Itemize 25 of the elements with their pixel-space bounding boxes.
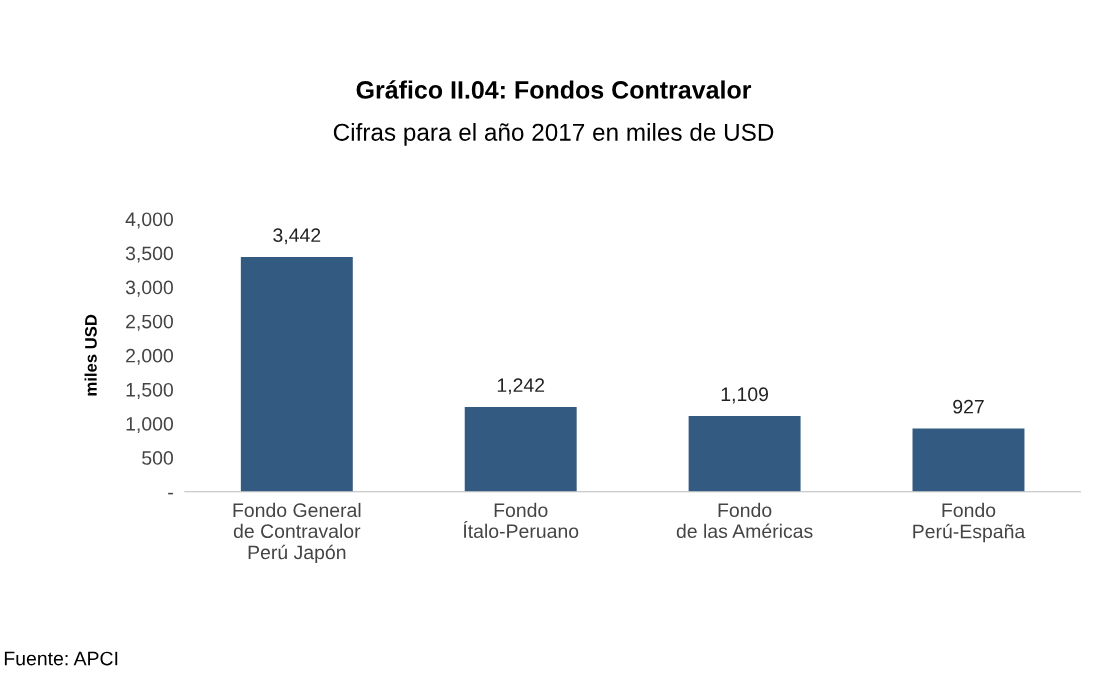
bar [240,256,353,492]
x-tick-label: Fondo General de Contravalor Perú Japón [233,502,361,564]
y-axis-title: miles USD [84,314,97,396]
bar [464,407,577,492]
y-tick-label: 1,500 [126,382,173,399]
data-label: 3,442 [273,228,321,245]
source-note: Fuente: APCI [4,651,118,666]
data-label: 1,109 [721,387,769,404]
y-tick-label: 1,000 [126,416,173,434]
bar [688,416,801,492]
data-label: 1,242 [497,378,545,395]
chart-title: Gráfico II.04: Fondos Contravalor [356,80,752,99]
chart-subtitle: Cifras para el año 2017 en miles de USD [333,123,774,146]
y-tick-label: 3,000 [125,280,173,297]
data-label: 927 [953,399,984,414]
x-tick-label: Fondo de las Américas [676,502,813,539]
y-tick-label: 2,500 [126,314,173,331]
y-tick-label: 500 [142,451,173,465]
bar [912,428,1025,492]
x-tick-label: Fondo Perú-España [913,502,1026,543]
y-tick-label: 4,000 [125,212,173,229]
y-tick-label: 2,000 [126,348,173,365]
y-tick-label: - [168,492,173,495]
y-tick-label: 3,500 [125,246,173,263]
x-tick-label: Fondo Ítalo-Peruano [463,502,579,539]
